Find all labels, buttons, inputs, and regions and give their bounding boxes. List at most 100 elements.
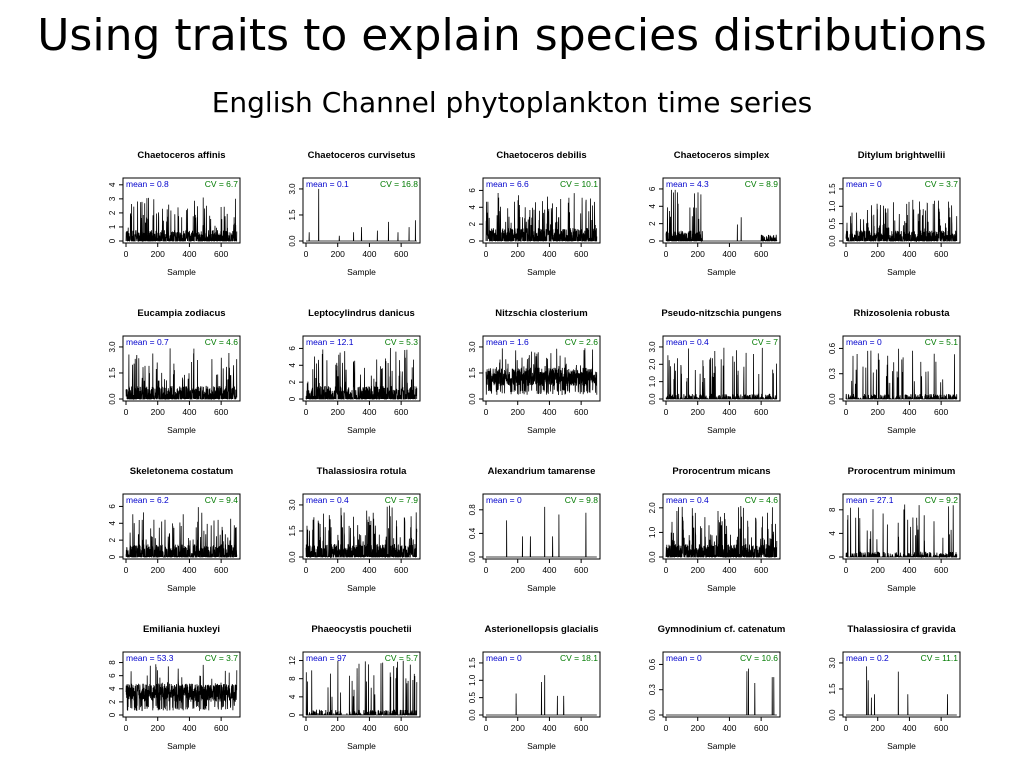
mean-label: mean = 0 <box>666 653 702 663</box>
y-tick-label: 4 <box>828 531 837 536</box>
x-tick-label: 600 <box>754 565 768 575</box>
x-axis-label: Sample <box>707 741 736 751</box>
plot-frame <box>842 335 961 402</box>
x-tick-label: 600 <box>754 723 768 733</box>
x-tick-label: 200 <box>511 565 525 575</box>
y-tick-label: 0 <box>828 554 837 559</box>
x-tick-label: 600 <box>574 407 588 417</box>
mean-label: mean = 0 <box>846 337 882 347</box>
cv-label: CV = 10.1 <box>560 179 598 189</box>
x-tick-label: 400 <box>362 407 376 417</box>
x-tick-label: 600 <box>754 407 768 417</box>
panel-title: Emiliania huxleyi <box>143 624 220 635</box>
y-tick-label: 1.5 <box>108 367 117 379</box>
plot-frame <box>302 335 421 402</box>
mean-label: mean = 0.1 <box>306 179 349 189</box>
plot-frame <box>482 335 601 402</box>
series-line <box>125 348 238 401</box>
series-line <box>305 347 418 400</box>
x-tick-label: 600 <box>754 249 768 259</box>
x-tick-label: 400 <box>722 723 736 733</box>
x-tick-label: 400 <box>902 407 916 417</box>
x-tick-label: 400 <box>542 407 556 417</box>
mean-label: mean = 0.7 <box>126 337 169 347</box>
y-tick-label: 1.5 <box>828 683 837 695</box>
cv-label: CV = 5.7 <box>385 653 419 663</box>
x-tick-label: 200 <box>331 565 345 575</box>
cv-label: CV = 7.9 <box>385 495 419 505</box>
x-axis-label: Sample <box>887 741 916 751</box>
mean-label: mean = 4.3 <box>666 179 709 189</box>
x-tick-label: 0 <box>844 249 849 259</box>
y-tick-label: 1.0 <box>468 674 477 686</box>
y-tick-label: 0 <box>108 238 117 243</box>
y-tick-label: 0.6 <box>648 658 657 670</box>
x-axis-label: Sample <box>887 583 916 593</box>
cv-label: CV = 10.6 <box>740 653 778 663</box>
cv-label: CV = 6.7 <box>205 179 239 189</box>
series-line <box>485 348 598 396</box>
panel-title: Nitzschia closterium <box>495 308 587 319</box>
y-tick-label: 2 <box>108 537 117 542</box>
y-tick-label: 0.0 <box>828 709 837 721</box>
cv-label: CV = 7 <box>752 337 778 347</box>
x-tick-label: 0 <box>844 407 849 417</box>
series-line <box>125 197 238 243</box>
x-tick-label: 200 <box>331 249 345 259</box>
series-line <box>845 199 958 243</box>
x-tick-label: 400 <box>902 723 916 733</box>
mean-label: mean = 0.4 <box>666 495 709 505</box>
x-tick-label: 0 <box>484 407 489 417</box>
series-line <box>665 189 778 243</box>
y-tick-label: 4 <box>288 694 297 699</box>
plot-frame <box>662 651 781 718</box>
panel-title: Chaetoceros curvisetus <box>308 150 416 161</box>
x-tick-label: 600 <box>934 565 948 575</box>
x-tick-label: 0 <box>844 723 849 733</box>
x-tick-label: 0 <box>304 723 309 733</box>
x-tick-label: 400 <box>182 723 196 733</box>
x-tick-label: 400 <box>722 407 736 417</box>
cv-label: CV = 16.8 <box>380 179 418 189</box>
x-tick-label: 0 <box>484 565 489 575</box>
plot-frame <box>302 493 421 560</box>
x-tick-label: 0 <box>844 565 849 575</box>
panel-title: Skeletonema costatum <box>130 466 233 477</box>
y-tick-label: 0.0 <box>648 709 657 721</box>
x-tick-label: 400 <box>182 407 196 417</box>
series-line <box>486 675 597 716</box>
y-tick-label: 1.0 <box>648 526 657 538</box>
x-axis-label: Sample <box>707 425 736 435</box>
y-tick-label: 3.0 <box>648 341 657 353</box>
x-axis-label: Sample <box>887 267 916 277</box>
series-line <box>486 506 597 558</box>
x-axis-label: Sample <box>707 583 736 593</box>
panel-title: Thalassiosira rotula <box>317 466 407 477</box>
mean-label: mean = 0.4 <box>666 337 709 347</box>
x-tick-label: 0 <box>664 565 669 575</box>
x-tick-label: 600 <box>934 249 948 259</box>
x-axis-label: Sample <box>167 583 196 593</box>
y-tick-label: 4 <box>108 521 117 526</box>
x-tick-label: 600 <box>394 723 408 733</box>
plot-frame <box>842 177 961 244</box>
x-tick-label: 200 <box>151 407 165 417</box>
y-tick-label: 4 <box>648 204 657 209</box>
x-tick-label: 200 <box>691 407 705 417</box>
y-tick-label: 0.0 <box>288 551 297 563</box>
cv-label: CV = 3.7 <box>205 653 239 663</box>
x-tick-label: 200 <box>151 723 165 733</box>
x-tick-label: 0 <box>304 565 309 575</box>
x-tick-label: 400 <box>722 565 736 575</box>
y-tick-label: 6 <box>648 186 657 191</box>
cv-label: CV = 9.4 <box>205 495 239 505</box>
panel-title: Asterionellopsis glacialis <box>484 624 598 635</box>
x-axis-label: Sample <box>347 741 376 751</box>
y-tick-label: 4 <box>468 205 477 210</box>
x-tick-label: 400 <box>902 565 916 575</box>
panel-title: Ditylum brightwellii <box>858 150 946 161</box>
x-tick-label: 600 <box>394 407 408 417</box>
y-tick-label: 3 <box>108 196 117 201</box>
y-tick-label: 0.0 <box>288 235 297 247</box>
y-tick-label: 6 <box>288 346 297 351</box>
